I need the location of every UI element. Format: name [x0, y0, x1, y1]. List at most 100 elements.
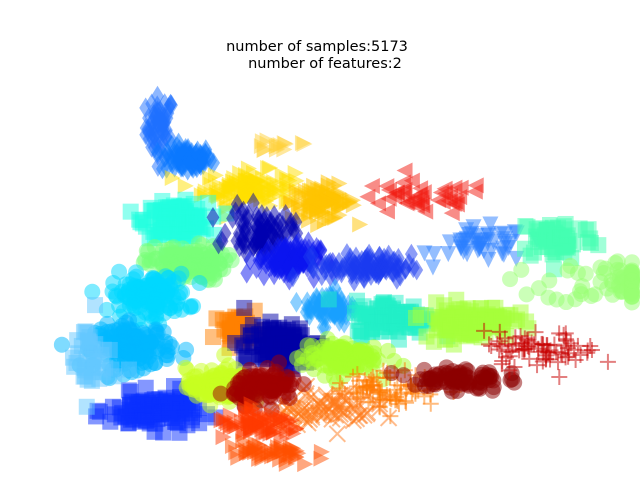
scatter-points: [53, 85, 640, 473]
scatter-point: [111, 263, 128, 280]
scatter-point: [599, 353, 616, 370]
scatter-point: [302, 299, 316, 320]
scatter-point: [139, 97, 153, 119]
scatter-series-11: [84, 263, 208, 338]
scatter-point: [185, 215, 202, 232]
scatter-point: [266, 414, 283, 431]
scatter-point: [506, 359, 523, 376]
scatter-point: [540, 289, 557, 306]
scatter-point: [513, 261, 530, 278]
scatter-point: [334, 198, 351, 215]
scatter-point: [380, 190, 397, 207]
scatter-point: [482, 216, 499, 233]
scatter-point: [319, 357, 336, 374]
scatter-series-23: [289, 330, 412, 391]
scatter-point: [394, 174, 411, 191]
scatter-point: [244, 225, 257, 246]
scatter-point: [569, 264, 586, 281]
scatter-point: [440, 246, 457, 263]
scatter-point: [260, 219, 274, 241]
scatter-point: [344, 192, 361, 209]
scatter-point: [365, 351, 382, 368]
scatter-point: [432, 184, 449, 201]
scatter-point: [239, 348, 256, 365]
scatter-point: [485, 372, 502, 389]
scatter-point: [345, 394, 363, 413]
scatter-point: [233, 236, 247, 258]
scatter-point: [128, 292, 145, 309]
scatter-point: [120, 415, 137, 432]
scatter-point: [226, 170, 243, 187]
scatter-point: [87, 297, 104, 314]
scatter-series-15: [206, 192, 304, 266]
scatter-point: [413, 189, 430, 206]
scatter-point: [189, 145, 203, 167]
scatter-point: [317, 196, 334, 213]
scatter-point: [165, 289, 182, 306]
scatter-point: [301, 203, 318, 220]
scatter-point: [360, 246, 374, 268]
scatter-point: [225, 385, 242, 402]
scatter-point: [330, 341, 347, 358]
scatter-point: [236, 175, 253, 192]
scatter-point: [572, 283, 589, 300]
scatter-point: [120, 361, 137, 378]
scatter-point: [235, 369, 252, 386]
scatter-point: [412, 306, 429, 323]
scatter-point: [534, 335, 551, 352]
scatter-point: [281, 172, 298, 189]
scatter-point: [134, 215, 151, 232]
scatter-point: [224, 438, 241, 455]
scatter-point: [402, 252, 416, 274]
scatter-point: [592, 259, 609, 276]
scatter-point: [259, 341, 276, 358]
scatter-point: [270, 137, 287, 154]
scatter-point: [418, 328, 435, 345]
scatter-point: [256, 374, 273, 391]
scatter-point: [259, 174, 276, 191]
scatter-point: [410, 259, 424, 281]
scatter-point: [335, 387, 353, 405]
scatter-point: [290, 291, 303, 313]
scatter-point: [53, 336, 70, 353]
scatter-point: [373, 261, 387, 283]
scatter-point: [232, 223, 246, 245]
scatter-point: [126, 279, 143, 296]
scatter-point: [331, 405, 349, 423]
scatter-point: [196, 145, 210, 167]
scatter-point: [189, 379, 206, 396]
scatter-point: [388, 391, 405, 408]
scatter-point: [274, 443, 291, 460]
scatter-point: [534, 353, 551, 370]
scatter-point: [374, 383, 391, 400]
scatter-point: [296, 251, 310, 273]
scatter-point: [493, 356, 510, 373]
scatter-point: [272, 182, 289, 199]
scatter-point: [475, 243, 492, 260]
scatter-point: [294, 187, 311, 204]
scatter-point: [433, 373, 450, 390]
scatter-point: [252, 411, 269, 428]
scatter-point: [151, 141, 164, 163]
scatter-point: [191, 274, 208, 291]
scatter-point: [387, 250, 401, 272]
scatter-point: [148, 117, 161, 139]
scatter-series-19: [320, 291, 456, 348]
scatter-point: [310, 286, 323, 308]
scatter-point: [550, 354, 567, 371]
scatter-point: [315, 265, 329, 287]
chart-title-line-1: number of samples:5173: [226, 39, 408, 55]
scatter-point: [374, 297, 391, 314]
scatter-point: [255, 425, 272, 442]
scatter-point: [399, 258, 412, 280]
scatter-point: [135, 341, 152, 358]
scatter-point: [567, 352, 584, 369]
scatter-point: [250, 258, 263, 279]
scatter-point: [579, 234, 596, 251]
scatter-point: [78, 398, 95, 415]
scatter-point: [262, 238, 275, 260]
scatter-point: [330, 291, 344, 313]
scatter-point: [259, 360, 276, 377]
scatter-point: [212, 385, 229, 402]
